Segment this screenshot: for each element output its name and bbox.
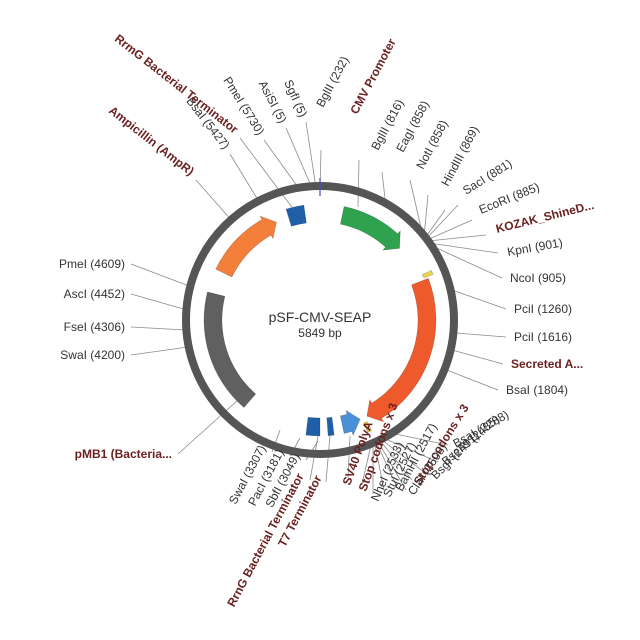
restriction-site-label: PmeI (4609) [59, 257, 125, 271]
leader-line [455, 332, 507, 338]
feature-sv40 [340, 409, 361, 437]
restriction-site-label: PciI (1616) [514, 330, 572, 344]
plasmid-size: 5849 bp [298, 326, 342, 340]
feature-ampr [215, 215, 277, 278]
leader-line [375, 437, 407, 491]
leader-line [130, 326, 187, 331]
leader-line [424, 209, 446, 239]
leader-line [347, 435, 351, 479]
restriction-site-label: BglII (232) [313, 54, 351, 109]
leader-line [378, 435, 439, 463]
restriction-site-label: SwaI (4200) [60, 348, 125, 362]
feature-rrng1 [285, 204, 307, 227]
leader-line [426, 219, 473, 241]
feature-label: pMB1 (Bacteria... [75, 447, 172, 461]
feature-rrng2 [305, 416, 321, 437]
feature-cmv [340, 206, 401, 251]
leader-line [325, 435, 331, 483]
restriction-site-label: AscI (4452) [64, 287, 125, 301]
feature-label: Secreted A... [511, 357, 583, 371]
leader-line [427, 234, 487, 242]
leader-line [373, 439, 385, 491]
leader-lines [130, 121, 507, 494]
feature-seap [366, 278, 437, 423]
leader-line [357, 159, 360, 208]
leader-line [285, 127, 313, 189]
restriction-site-label: BsaI (1804) [506, 383, 568, 397]
feature-t7 [326, 416, 335, 437]
leader-line [423, 194, 429, 238]
leader-line [263, 139, 301, 191]
plasmid-name: pSF-CMV-SEAP [269, 309, 372, 325]
leader-line [239, 137, 295, 211]
feature-label: Ampicillin (AmpR) [106, 103, 197, 178]
restriction-site-label: NcoI (905) [510, 271, 566, 285]
leader-line [177, 399, 239, 455]
leader-line [443, 368, 499, 391]
leader-line [374, 438, 397, 486]
feature-kozak [421, 269, 434, 279]
feature-arcs [203, 204, 437, 437]
restriction-site-label: KpnI (901) [506, 235, 564, 259]
leader-line [451, 349, 504, 365]
leader-line [377, 436, 429, 476]
feature-pmb1 [203, 291, 257, 408]
leader-line [130, 293, 188, 311]
leader-line [130, 346, 189, 356]
leader-line [229, 153, 259, 201]
leader-line [195, 179, 234, 223]
feature-stop1 [363, 421, 372, 433]
leader-line [451, 289, 507, 310]
leader-line [305, 121, 317, 189]
leader-line [428, 242, 499, 254]
restriction-site-label: PciI (1260) [514, 302, 572, 316]
restriction-site-label: FseI (4306) [64, 320, 125, 334]
leader-line [309, 435, 319, 481]
leader-line [425, 204, 459, 240]
leader-line [376, 436, 413, 481]
leader-line [429, 244, 503, 279]
leader-line [130, 263, 190, 287]
